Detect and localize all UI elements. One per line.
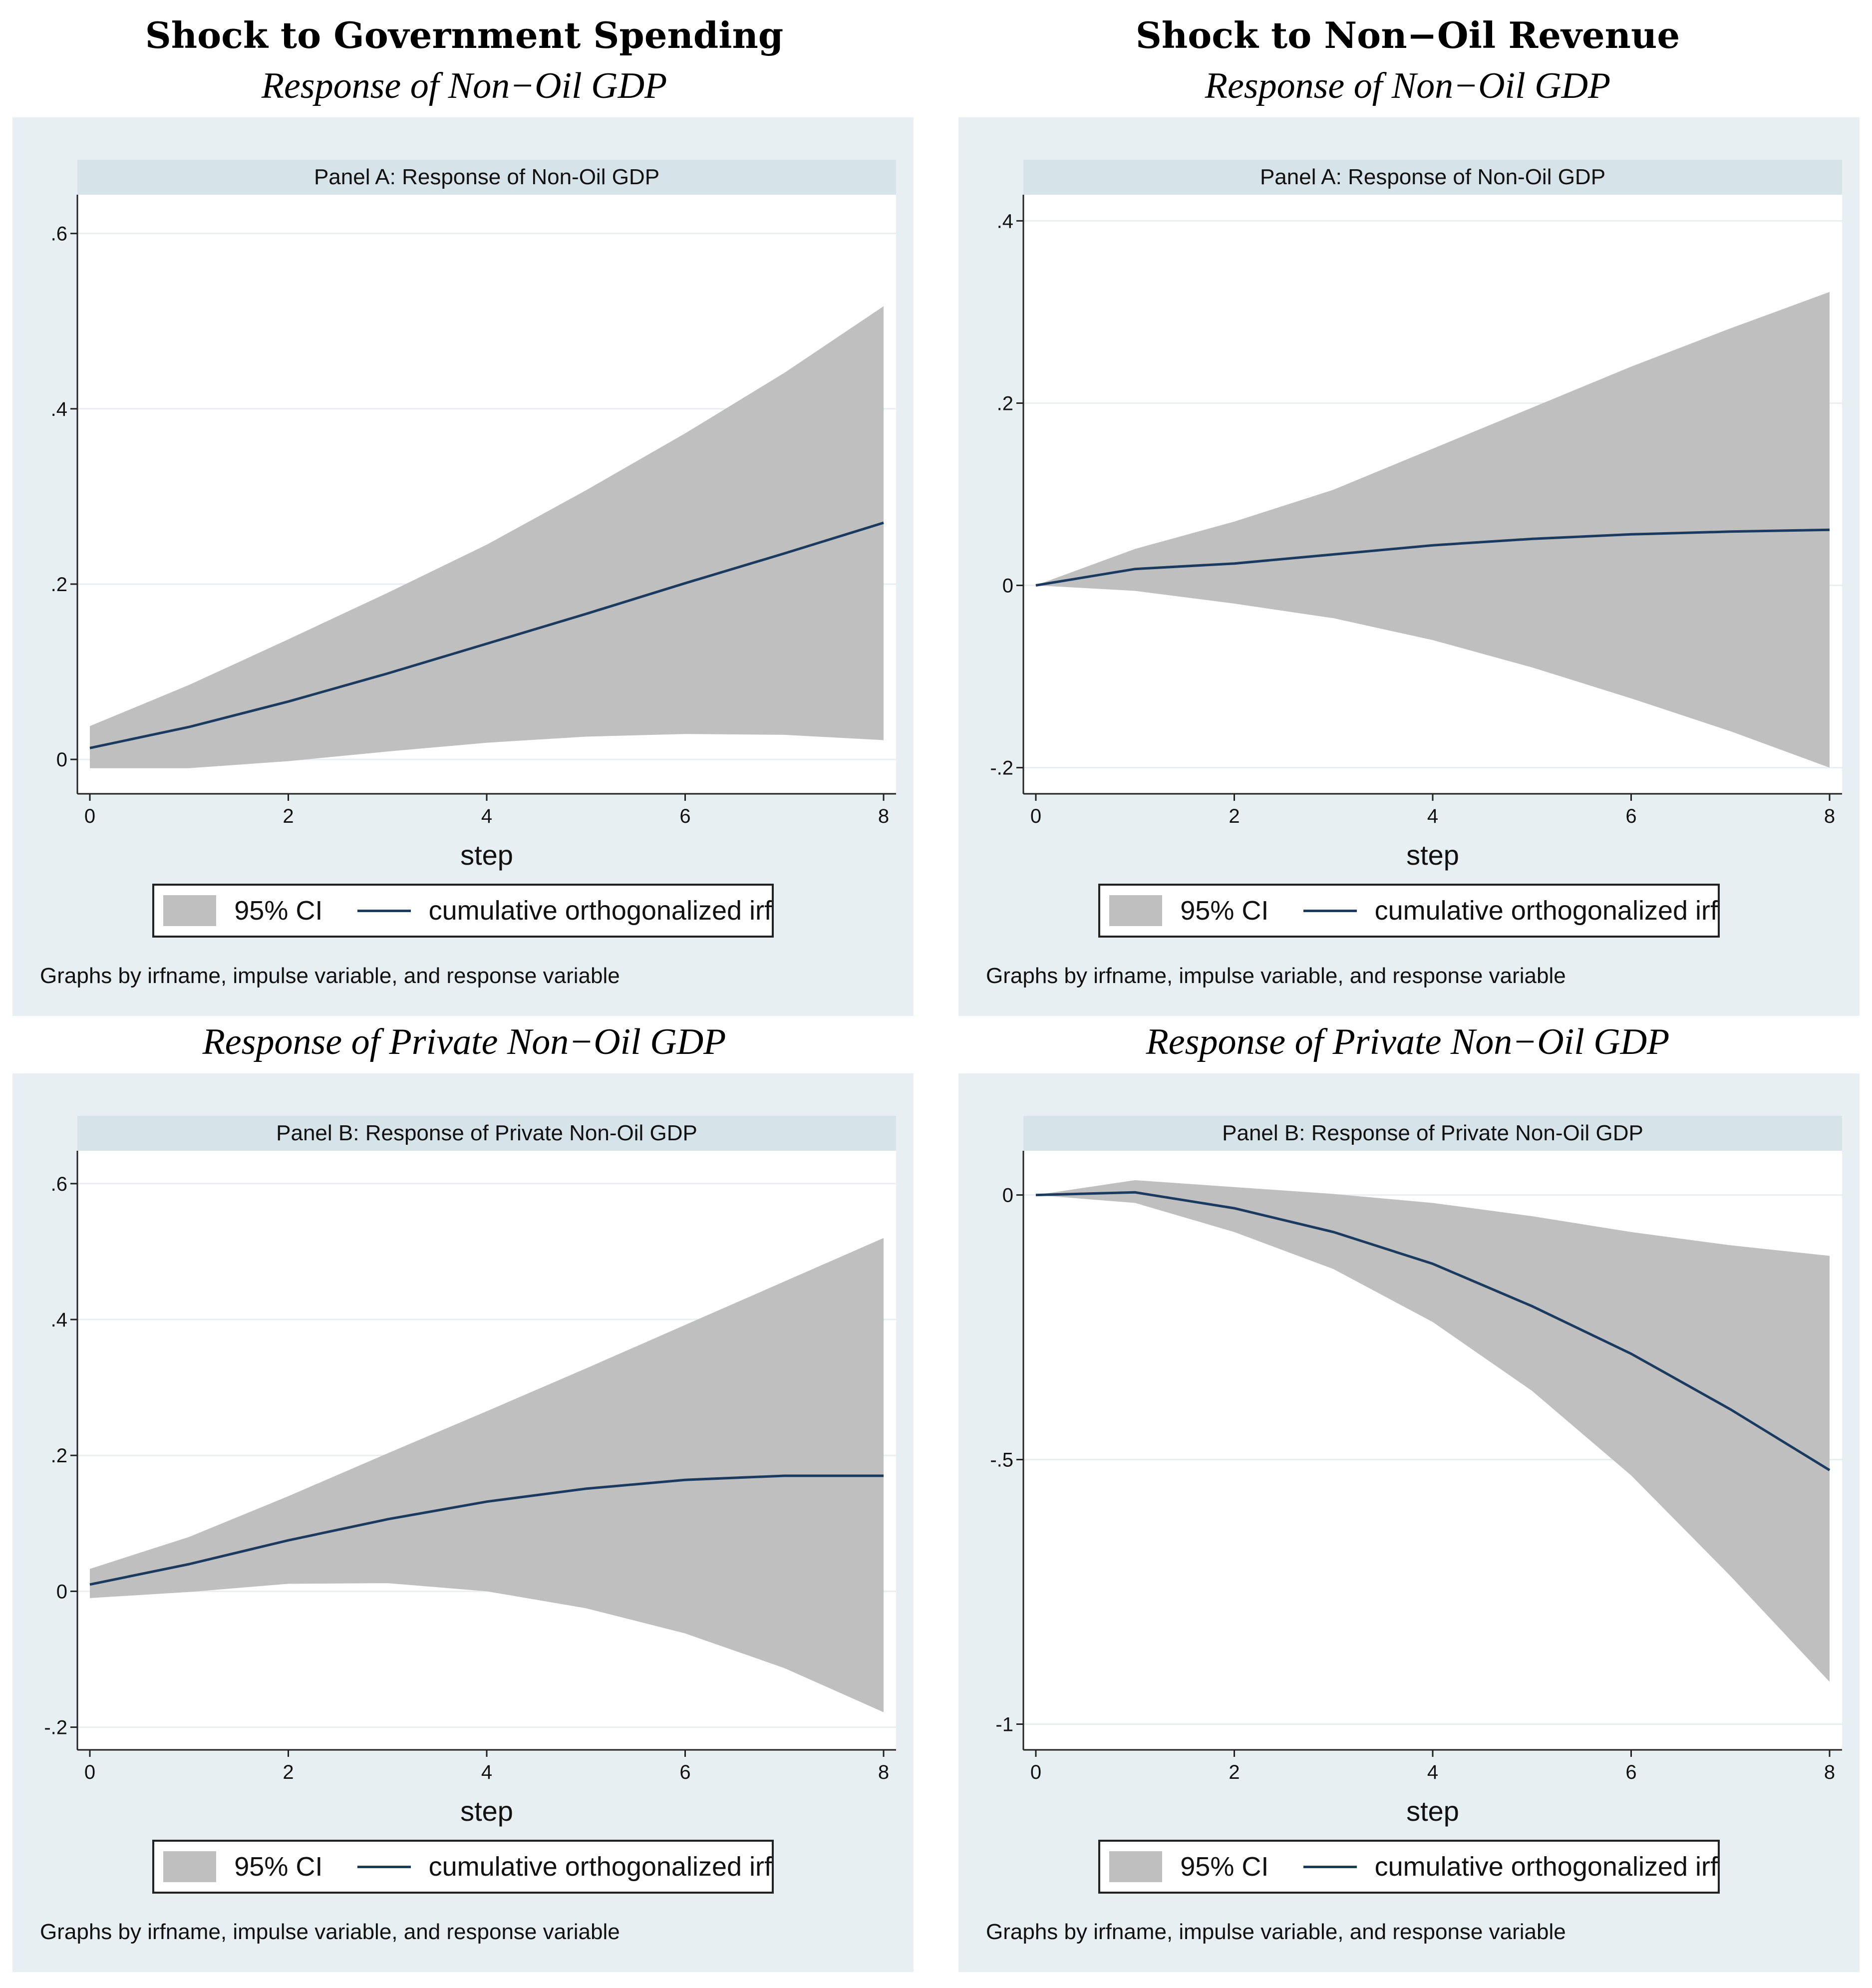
chart-svg: -1 -.5 0 0 2 4 6 8	[990, 1151, 1842, 1783]
x-tick-label: 0	[1030, 805, 1041, 827]
y-tick-label: .6	[51, 1173, 67, 1195]
chart-panel: Panel A: Response of Non-Oil GDP 0.2.4.6 0…	[12, 117, 914, 1016]
legend-irf-swatch	[1303, 1865, 1357, 1868]
chart-panel: Panel B: Response of Private Non-Oil GDP…	[12, 1073, 914, 1972]
x-tick-label: 6	[679, 805, 690, 827]
legend-irf-label: cumulative orthogonalized irf	[1374, 1852, 1718, 1882]
x-tick-label: 0	[1030, 1761, 1041, 1783]
ci-band	[1036, 292, 1830, 768]
legend-ci-swatch	[163, 895, 217, 926]
legend-irf-swatch	[357, 909, 411, 912]
panel-strip-title: Panel B: Response of Private Non-Oil GDP	[1023, 1116, 1842, 1151]
ci-band	[1036, 1180, 1830, 1682]
x-tick-label: 2	[283, 1761, 294, 1783]
panel-strip-title: Panel B: Response of Private Non-Oil GDP	[77, 1116, 896, 1151]
legend-ci-label: 95% CI	[1180, 1852, 1269, 1882]
legend-ci-label: 95% CI	[1180, 896, 1269, 926]
y-tick-label: .2	[997, 392, 1013, 414]
y-tick-label: -.2	[990, 757, 1013, 779]
y-tick-label: .4	[997, 210, 1013, 232]
chart-svg: -.2 0 .2 .4 0 2 4 6 8	[990, 195, 1842, 827]
y-tick-label: -1	[995, 1714, 1013, 1736]
x-tick-label: 2	[283, 805, 294, 827]
x-tick-label: 6	[679, 1761, 690, 1783]
column-title-non-oil-revenue: Shock to Non−Oil Revenue	[1135, 14, 1680, 56]
x-tick-label: 8	[1824, 1761, 1835, 1783]
y-tick-label: -.5	[990, 1449, 1013, 1471]
ci-band	[90, 306, 884, 768]
y-tick-label: 0	[56, 749, 67, 771]
x-tick-label: 0	[84, 1761, 95, 1783]
y-tick-label: 0	[1002, 1185, 1013, 1207]
legend-irf-label: cumulative orthogonalized irf	[428, 896, 772, 926]
y-tick-label: .4	[51, 1309, 67, 1331]
x-axis-title: step	[460, 839, 513, 871]
legend-ci-label: 95% CI	[234, 896, 323, 926]
y-tick-label: .2	[51, 574, 67, 596]
y-tick-label: -.2	[44, 1717, 67, 1739]
x-tick-label: 8	[878, 1761, 889, 1783]
x-tick-label: 4	[1427, 1761, 1438, 1783]
graph-note: Graphs by irfname, impulse variable, and…	[40, 1920, 620, 1944]
x-tick-label: 4	[481, 1761, 492, 1783]
x-tick-label: 4	[481, 805, 492, 827]
x-tick-label: 4	[1427, 805, 1438, 827]
legend-irf-swatch	[1303, 909, 1357, 912]
chart-subtitle: Response of Private Non−Oil GDP	[1146, 1021, 1670, 1062]
chart-panel: Panel A: Response of Non-Oil GDP -.2 0 .2 .4…	[958, 117, 1860, 1016]
legend-ci-swatch	[163, 1851, 217, 1882]
graph-note: Graphs by irfname, impulse variable, and…	[40, 964, 620, 988]
x-tick-label: 2	[1229, 1761, 1240, 1783]
x-axis-title: step	[1406, 839, 1459, 871]
panel-strip-title: Panel A: Response of Non-Oil GDP	[77, 160, 896, 195]
y-tick-label: 0	[1002, 575, 1013, 597]
y-tick-label: .4	[51, 398, 67, 420]
x-tick-label: 8	[1824, 805, 1835, 827]
legend-irf-swatch	[357, 1865, 411, 1868]
graph-note: Graphs by irfname, impulse variable, and…	[986, 1920, 1566, 1944]
legend: 95% CI cumulative orthogonalized irf	[1098, 884, 1720, 938]
chart-svg: 0 .2 .4 .6 0 2 4 6 8	[51, 195, 896, 827]
legend-irf-label: cumulative orthogonalized irf	[428, 1852, 772, 1882]
y-tick-label: .6	[51, 223, 67, 245]
x-tick-label: 2	[1229, 805, 1240, 827]
chart-subtitle: Response of Non−Oil GDP	[261, 65, 667, 106]
legend-ci-swatch	[1109, 1851, 1163, 1882]
column-title-government-spending: Shock to Government Spending	[145, 14, 784, 56]
x-tick-label: 8	[878, 805, 889, 827]
x-axis-title: step	[460, 1795, 513, 1827]
panel-strip-title: Panel A: Response of Non-Oil GDP	[1023, 160, 1842, 195]
x-tick-label: 6	[1625, 805, 1636, 827]
x-axis-title: step	[1406, 1795, 1459, 1827]
chart-subtitle: Response of Non−Oil GDP	[1205, 65, 1611, 106]
legend: 95% CI cumulative orthogonalized irf	[152, 884, 774, 938]
legend-ci-label: 95% CI	[234, 1852, 323, 1882]
y-tick-label: 0	[56, 1581, 67, 1603]
legend: 95% CI cumulative orthogonalized irf	[152, 1840, 774, 1894]
graph-note: Graphs by irfname, impulse variable, and…	[986, 964, 1566, 988]
chart-subtitle: Response of Private Non−Oil GDP	[202, 1021, 726, 1062]
chart-svg: -.2 0 .2 .4 .6 0 2 4 6 8	[44, 1151, 896, 1783]
legend: 95% CI cumulative orthogonalized irf	[1098, 1840, 1720, 1894]
legend-ci-swatch	[1109, 895, 1163, 926]
x-tick-label: 6	[1625, 1761, 1636, 1783]
legend-irf-label: cumulative orthogonalized irf	[1374, 896, 1718, 926]
x-tick-label: 0	[84, 805, 95, 827]
ci-band	[90, 1238, 884, 1712]
chart-panel: Panel B: Response of Private Non-Oil GDP…	[958, 1073, 1860, 1972]
y-tick-label: .2	[51, 1445, 67, 1467]
